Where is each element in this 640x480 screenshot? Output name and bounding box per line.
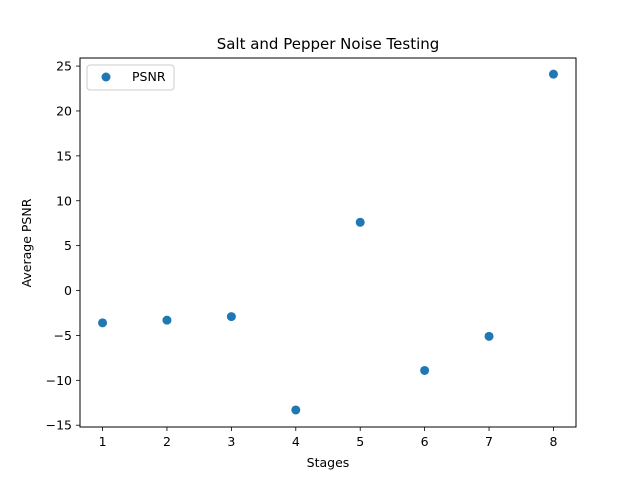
y-tick-label: 0 xyxy=(64,283,72,298)
y-axis: −15 −10 −5 0 5 10 15 20 25 xyxy=(46,59,80,433)
data-point xyxy=(484,331,494,341)
y-axis-label: Average PSNR xyxy=(19,198,34,287)
data-points xyxy=(98,69,558,415)
x-tick-label: 5 xyxy=(356,434,364,449)
data-point xyxy=(226,312,236,322)
x-axis: 1 2 3 4 5 6 7 8 xyxy=(99,427,557,449)
x-tick-label: 1 xyxy=(99,434,107,449)
y-tick-label: 10 xyxy=(56,193,72,208)
x-tick-label: 2 xyxy=(163,434,171,449)
y-tick-label: −15 xyxy=(46,418,72,433)
plot-area-frame xyxy=(79,57,577,428)
data-point xyxy=(548,69,558,79)
y-tick-label: 15 xyxy=(56,148,72,163)
x-tick-label: 7 xyxy=(485,434,493,449)
x-axis-label: Stages xyxy=(307,455,350,470)
y-tick-label: 25 xyxy=(56,59,72,74)
data-point xyxy=(355,217,365,227)
x-tick-label: 6 xyxy=(421,434,429,449)
data-point xyxy=(162,315,172,325)
y-tick-label: −5 xyxy=(54,328,72,343)
y-tick-label: 5 xyxy=(64,238,72,253)
legend-box xyxy=(86,64,175,91)
legend-marker xyxy=(101,72,111,82)
data-point xyxy=(291,405,301,415)
y-tick-label: 20 xyxy=(56,103,72,118)
y-tick-label: −10 xyxy=(46,373,72,388)
legend: PSNR xyxy=(86,64,175,91)
chart-title: Salt and Pepper Noise Testing xyxy=(217,35,440,53)
x-tick-label: 8 xyxy=(549,434,557,449)
data-point xyxy=(98,318,108,328)
x-tick-label: 3 xyxy=(227,434,235,449)
x-tick-label: 4 xyxy=(292,434,300,449)
data-point xyxy=(420,365,430,375)
legend-label: PSNR xyxy=(132,69,166,84)
